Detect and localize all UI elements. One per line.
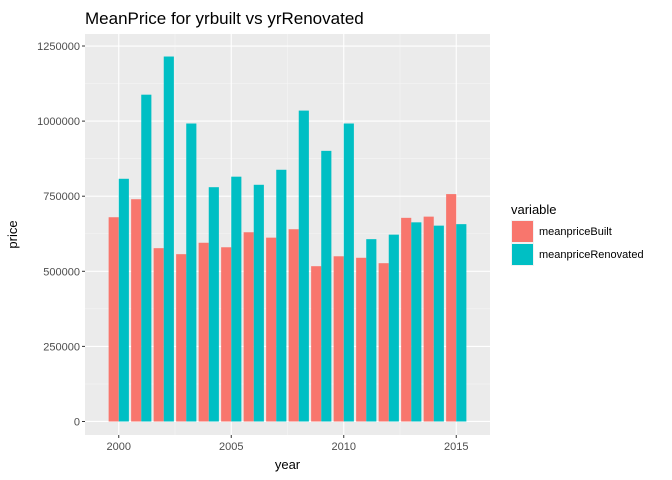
bar-meanpriceRenovated-2003: [186, 123, 197, 422]
bar-meanpriceBuilt-2011: [356, 257, 367, 422]
bar-meanpriceRenovated-2010: [343, 123, 354, 422]
y-tick-label: 750000: [43, 191, 80, 203]
bar-meanpriceRenovated-2004: [208, 187, 219, 422]
y-axis: 0 250000 500000 750000 1000000 1250000: [37, 41, 85, 428]
x-axis: 2000 2005 2010 2015: [107, 435, 468, 453]
x-tick-label: 2005: [219, 441, 243, 453]
bar-meanpriceRenovated-2015: [456, 224, 467, 422]
bar-meanpriceBuilt-2015: [446, 194, 457, 422]
y-tick-label: 0: [74, 416, 80, 428]
bar-meanpriceBuilt-2001: [131, 199, 142, 422]
bar-meanpriceRenovated-2013: [411, 222, 422, 422]
x-axis-title: year: [275, 457, 301, 472]
bar-meanpriceRenovated-2007: [276, 169, 287, 422]
bars: [108, 56, 467, 422]
bar-meanpriceRenovated-2001: [141, 94, 152, 422]
y-tick-label: 500000: [43, 266, 80, 278]
legend-label-meanpriceRenovated: meanpriceRenovated: [539, 249, 644, 261]
bar-meanpriceBuilt-2013: [401, 217, 412, 422]
bar-meanpriceBuilt-2004: [198, 242, 209, 422]
bar-meanpriceBuilt-2002: [153, 248, 164, 422]
legend-key-meanpriceRenovated: [512, 244, 533, 265]
bar-meanpriceRenovated-2009: [321, 150, 332, 422]
bar-meanpriceRenovated-2002: [163, 56, 174, 422]
bar-meanpriceBuilt-2014: [423, 216, 434, 422]
x-tick-label: 2010: [332, 441, 356, 453]
bar-meanpriceBuilt-2005: [221, 247, 232, 422]
bar-meanpriceBuilt-2010: [333, 256, 344, 422]
y-tick-label: 250000: [43, 341, 80, 353]
x-tick-label: 2015: [444, 441, 468, 453]
bar-meanpriceBuilt-2008: [288, 229, 299, 422]
bar-meanpriceRenovated-2012: [388, 234, 399, 422]
y-tick-label: 1250000: [37, 41, 80, 53]
bar-meanpriceBuilt-2006: [243, 232, 254, 422]
legend-label-meanpriceBuilt: meanpriceBuilt: [539, 226, 612, 238]
bar-meanpriceRenovated-2006: [253, 184, 264, 422]
legend-title: variable: [511, 202, 557, 217]
y-axis-title: price: [5, 220, 20, 248]
bar-meanpriceBuilt-2009: [311, 266, 322, 422]
bar-meanpriceRenovated-2008: [298, 110, 309, 422]
bar-meanpriceRenovated-2005: [231, 176, 242, 422]
legend: variable meanpriceBuilt meanpriceRenovate…: [511, 202, 644, 266]
bar-meanpriceBuilt-2000: [108, 217, 119, 422]
legend-key-meanpriceBuilt: [512, 221, 533, 242]
bar-meanpriceRenovated-2014: [433, 225, 444, 422]
y-tick-label: 1000000: [37, 116, 80, 128]
bar-meanpriceRenovated-2000: [118, 178, 129, 422]
bar-meanpriceBuilt-2007: [266, 237, 277, 422]
bar-meanpriceBuilt-2012: [378, 263, 389, 422]
bar-meanpriceBuilt-2003: [176, 254, 187, 422]
bar-meanpriceRenovated-2011: [366, 239, 377, 422]
x-tick-label: 2000: [107, 441, 131, 453]
chart-title: MeanPrice for yrbuilt vs yrRenovated: [85, 9, 364, 28]
